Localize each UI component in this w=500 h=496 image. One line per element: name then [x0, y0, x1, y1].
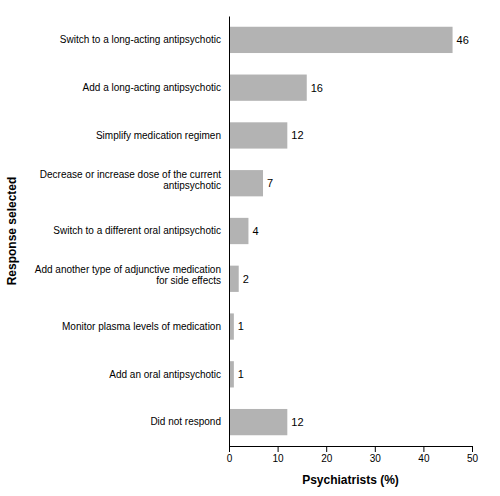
x-tick: 10 [273, 446, 285, 464]
y-tick-label: Add an oral antipsychotic [109, 369, 221, 380]
y-tick: Monitor plasma levels of medication [62, 321, 221, 332]
bar [229, 409, 287, 435]
x-tick: 40 [418, 446, 430, 464]
x-tick: 20 [321, 446, 333, 464]
data-label: 12 [291, 416, 303, 428]
x-tick: 50 [467, 446, 479, 464]
x-tick-label: 0 [227, 453, 233, 464]
y-tick: Simplify medication regimen [96, 130, 221, 141]
x-tick-mark [375, 446, 376, 452]
x-tick-label: 20 [321, 453, 333, 464]
y-tick: Decrease or increase dose of the current… [40, 169, 221, 191]
y-tick-label: Monitor plasma levels of medication [62, 321, 221, 332]
x-axis-line [230, 447, 473, 453]
x-tick-mark [326, 446, 327, 452]
y-tick-label: Switch to a different oral antipsychotic [53, 225, 221, 236]
x-tick-mark [229, 446, 230, 452]
y-tick: Add a long-acting antipsychotic [83, 82, 221, 93]
x-tick-mark [278, 446, 279, 452]
plot: 46 16 12 7 4 2 1 1 12 0 10 20 30 40 50 Switch to a long… [35, 17, 479, 465]
y-tick: Did not respond [150, 416, 221, 427]
y-tick-label: Decrease or increase dose of the current… [40, 169, 221, 191]
bar [229, 170, 263, 196]
y-tick: Switch to a different oral antipsychotic [53, 225, 221, 236]
x-axis: 0 10 20 30 40 50 [227, 446, 479, 464]
data-label: 1 [238, 320, 244, 332]
data-label: 16 [311, 82, 323, 94]
bar [229, 218, 248, 244]
y-axis-line [229, 17, 230, 447]
chart: 46 16 12 7 4 2 1 1 12 0 10 20 30 40 50 Switch to a long… [0, 0, 500, 496]
data-label: 4 [252, 225, 258, 237]
y-axis: Switch to a long-acting antipsychotic Add… [35, 17, 230, 447]
y-tick-label: Simplify medication regimen [96, 130, 221, 141]
x-tick: 0 [227, 446, 233, 464]
y-tick: Switch to a long-acting antipsychotic [60, 34, 221, 45]
x-tick-label: 50 [467, 453, 479, 464]
bars [229, 27, 453, 436]
y-axis-title: Response selected [5, 177, 19, 286]
x-tick-mark [423, 446, 424, 452]
data-label: 2 [243, 273, 249, 285]
x-tick-mark [472, 446, 473, 452]
y-tick-label: Add another type of adjunctive medicatio… [35, 264, 221, 286]
x-tick-label: 30 [370, 453, 382, 464]
x-tick-label: 40 [418, 453, 430, 464]
y-tick: Add another type of adjunctive medicatio… [35, 264, 221, 286]
y-tick-label: Did not respond [150, 416, 221, 427]
x-tick-label: 10 [273, 453, 285, 464]
data-label: 46 [457, 34, 469, 46]
x-tick: 30 [370, 446, 382, 464]
data-labels: 46 16 12 7 4 2 1 1 12 [238, 34, 469, 428]
data-label: 12 [291, 129, 303, 141]
data-label: 7 [267, 177, 273, 189]
y-tick-label: Switch to a long-acting antipsychotic [60, 34, 221, 45]
bar [229, 122, 287, 148]
y-tick: Add an oral antipsychotic [109, 369, 221, 380]
x-axis-title: Psychiatrists (%) [302, 473, 399, 487]
data-label: 1 [238, 368, 244, 380]
chart-container: 46 16 12 7 4 2 1 1 12 0 10 20 30 40 50 Switch to a long… [0, 0, 500, 496]
bar [229, 266, 239, 292]
bar [229, 27, 453, 53]
y-tick-label: Add a long-acting antipsychotic [83, 82, 221, 93]
bar [229, 75, 307, 101]
